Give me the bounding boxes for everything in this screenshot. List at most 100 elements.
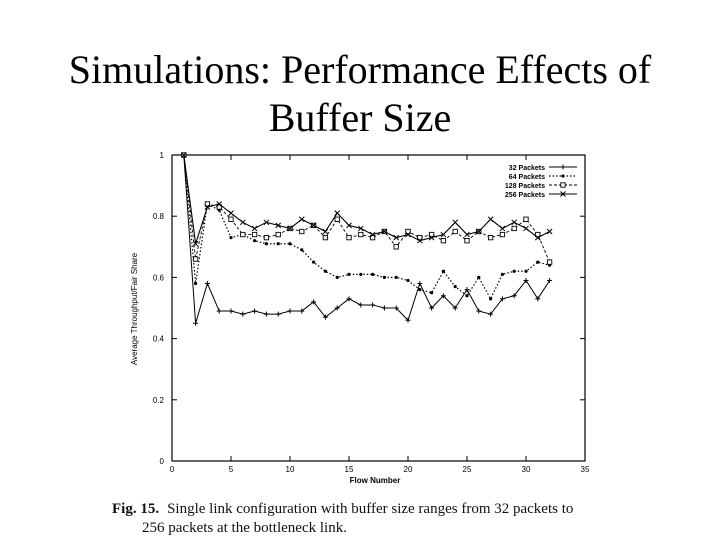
data-point [511,219,518,226]
legend-label: 128 Packets [505,183,545,190]
data-point [393,234,400,241]
data-point [476,308,482,314]
caption-figure-label: Fig. 15. [112,501,160,517]
data-point [300,248,304,252]
chart-axes: 00.20.40.60.810 5 10 15 20 25 30 35 [153,151,590,474]
slide-title-line2: Buffer Size [268,95,452,140]
legend-entry: 64 Packets [509,174,577,181]
data-point [440,231,447,238]
data-point [535,296,541,302]
data-point [381,305,387,311]
series-line [183,154,550,244]
data-point [359,272,363,276]
chart-legend: 32 Packets 64 Packets 128 Packets 256 Packe… [505,164,577,199]
data-point [275,231,281,238]
data-point [405,317,411,323]
data-point [369,234,376,241]
data-point [287,225,293,232]
data-point [312,260,316,264]
x-tick-label: 30 [522,465,531,474]
legend-label: 64 Packets [509,174,545,181]
series-256-packets [180,152,553,247]
data-point [464,287,470,293]
caption-text-line1: Single link configuration with buffer si… [167,501,574,517]
data-point [216,204,222,210]
data-point [560,182,566,188]
series-64-packets [182,153,552,301]
data-point [298,216,305,223]
data-point [253,239,257,243]
data-point [428,231,435,238]
data-point [252,308,258,314]
data-point [465,294,469,298]
x-tick-label: 0 [170,465,175,474]
data-point [264,242,268,246]
y-tick-label: 0 [160,457,165,466]
data-point [358,302,364,308]
data-point [393,244,399,250]
data-point [228,308,234,314]
x-axis-label: Flow Number [350,476,401,485]
data-point [499,225,506,232]
data-point [346,222,352,229]
line-chart: 00.20.40.60.810 5 10 15 20 25 30 35 32 Packets6… [130,151,590,485]
data-point [322,314,328,320]
y-axis-label: Average Throughput/Fair Share [130,252,139,365]
data-point [464,238,470,244]
data-point [393,305,399,311]
x-tick-label: 20 [404,465,413,474]
data-point [334,305,340,311]
data-point [310,222,317,229]
data-point [369,231,376,238]
data-point [370,302,376,308]
data-point [192,256,199,262]
data-point [487,234,494,241]
data-point [263,234,270,241]
data-point [193,320,199,326]
x-tick-label: 5 [229,465,234,474]
data-point [429,305,435,311]
data-point [239,219,246,226]
plot-frame [171,154,586,462]
data-point [417,281,423,287]
y-tick-label: 0.6 [153,273,165,282]
data-point [475,228,482,235]
legend-label: 32 Packets [509,165,545,172]
data-point [488,311,494,317]
data-point [500,272,504,276]
figure-caption: Fig. 15. Single link configuration with b… [112,500,672,538]
data-point [418,288,422,292]
data-point [323,269,327,273]
data-point [347,272,351,276]
data-point [452,219,459,226]
caption-line1: Fig. 15. Single link configuration with b… [112,500,672,519]
y-tick-label: 0.4 [153,335,165,344]
data-point [322,228,329,235]
data-point [275,222,282,229]
data-point [523,277,529,283]
data-point [523,216,529,222]
data-point [452,228,458,235]
data-point [381,228,388,235]
data-point [216,201,223,207]
data-point [346,234,352,241]
data-point [180,152,187,158]
data-point [561,174,565,178]
data-point [228,210,234,216]
data-point [428,234,435,241]
legend-label: 256 Packets [505,192,545,199]
x-tick-label: 25 [463,465,472,474]
data-point [251,231,258,238]
data-point [204,204,211,210]
data-point [263,311,269,317]
data-point [228,216,234,222]
data-point [489,297,493,301]
data-point [441,269,445,273]
data-point [288,242,292,246]
data-point [499,296,505,302]
legend-entry: 256 Packets [505,191,577,199]
data-point [560,164,566,170]
data-point [334,210,341,216]
data-point [357,225,364,232]
data-point [464,231,470,238]
